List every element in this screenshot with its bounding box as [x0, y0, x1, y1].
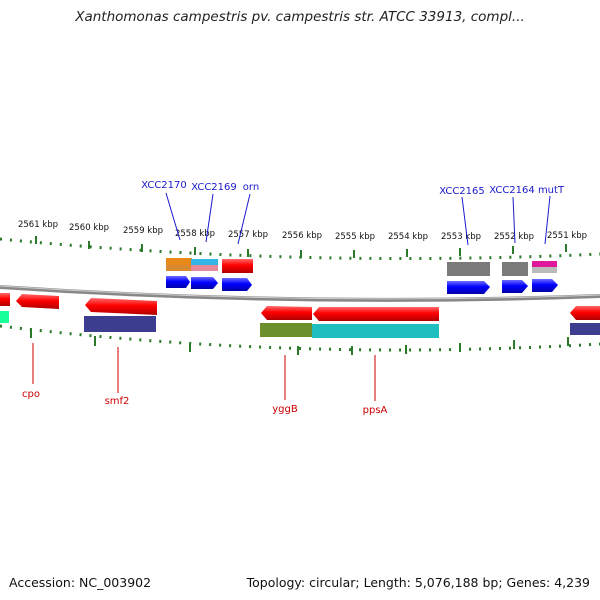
tick-label: 2558 kbp [175, 229, 215, 239]
inner-tick-row [0, 324, 600, 352]
feature-lower-annotation-track[interactable] [0, 311, 600, 338]
gene-label-orn: orn [243, 182, 259, 193]
feature-xcc2170-region[interactable] [166, 258, 253, 273]
gene-label-ppsa: ppsA [363, 405, 388, 416]
tick-label: 2559 kbp [123, 226, 163, 236]
map-title: Xanthomonas campestris pv. campestris st… [75, 9, 525, 25]
inner-major-ticks [30, 328, 569, 355]
tick-labels: 2561 kbp 2560 kbp 2559 kbp 2558 kbp 2557… [18, 220, 587, 258]
feature-xcc2165-region[interactable] [447, 261, 557, 276]
tick-label: 2551 kbp [547, 231, 587, 241]
tick-label: 2556 kbp [282, 231, 322, 241]
tick-label: 2552 kbp [494, 232, 534, 242]
gene-label-cpo: cpo [22, 389, 40, 400]
top-gene-labels: XCC2170 XCC2169 orn XCC2165 XCC2164 mutT [141, 180, 565, 246]
feature-forward-cds-group-2[interactable] [447, 279, 558, 294]
genome-backbone [0, 285, 600, 302]
tick-label: 2554 kbp [388, 232, 428, 242]
bottom-gene-labels: cpo smf2 yggB ppsA [22, 343, 388, 416]
gene-label-xcc2169: XCC2169 [191, 182, 237, 193]
feature-forward-cds-group-1[interactable] [166, 276, 252, 291]
gene-label-xcc2164: XCC2164 [489, 185, 535, 196]
tick-label: 2560 kbp [69, 223, 109, 233]
topology-summary: Topology: circular; Length: 5,076,188 bp… [246, 575, 590, 590]
gene-label-mutt: mutT [538, 185, 565, 196]
tick-label: 2557 kbp [228, 230, 268, 240]
gene-label-yggb: yggB [272, 404, 298, 415]
tick-label: 2555 kbp [335, 232, 375, 242]
tick-label: 2553 kbp [441, 232, 481, 242]
feature-reverse-cds[interactable] [0, 293, 600, 321]
gene-label-xcc2165: XCC2165 [439, 186, 485, 197]
tick-label: 2561 kbp [18, 220, 58, 230]
gene-label-smf2: smf2 [105, 396, 130, 407]
gene-label-xcc2170: XCC2170 [141, 180, 187, 191]
accession-text: Accession: NC_003902 [9, 575, 152, 590]
